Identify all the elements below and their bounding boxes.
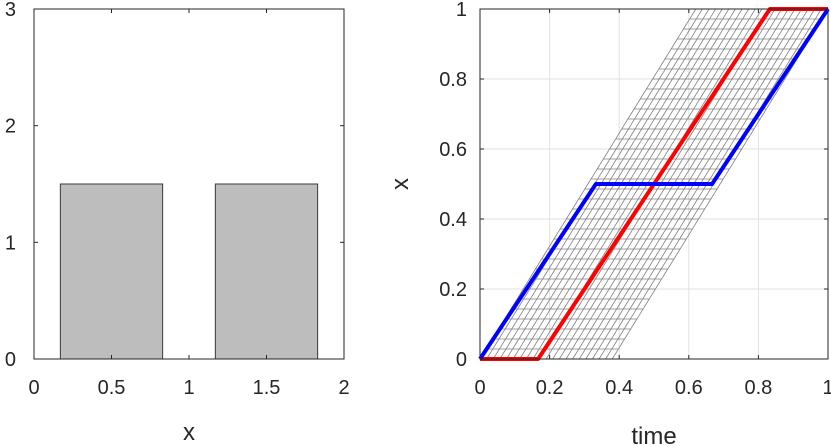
right-xtick-label: 0 bbox=[474, 377, 485, 399]
right-ytick-label: 1 bbox=[456, 0, 467, 21]
right-tick-labels: 0 0.2 0.4 0.6 0.8 1 0 0.2 0.4 0.6 0.8 1 bbox=[439, 0, 831, 399]
bar-0 bbox=[59, 183, 164, 360]
left-xtick-label: 1.5 bbox=[253, 377, 281, 399]
left-bars bbox=[59, 183, 319, 360]
left-ytick-label: 0 bbox=[5, 349, 16, 371]
right-ytick-label: 0.2 bbox=[439, 279, 467, 301]
right-ytick-label: 0.8 bbox=[439, 69, 467, 91]
bar-1 bbox=[214, 183, 319, 360]
left-plot-frame bbox=[33, 8, 345, 360]
left-xlabel: x bbox=[183, 419, 195, 446]
mesh-line-column bbox=[611, 8, 829, 360]
left-xtick-label: 1 bbox=[183, 377, 194, 399]
left-panel: 0 0.5 1 1.5 2 0 1 2 3 x bbox=[5, 0, 350, 446]
series-line-1 bbox=[478, 7, 830, 361]
mesh-line-column bbox=[479, 8, 697, 360]
left-tick-labels: 0 0.5 1 1.5 2 0 1 2 3 bbox=[5, 0, 350, 399]
right-xtick-label: 0.4 bbox=[605, 377, 633, 399]
right-ylabel: x bbox=[387, 178, 414, 190]
right-ytick-label: 0 bbox=[456, 349, 467, 371]
left-xtick-label: 0 bbox=[28, 377, 39, 399]
right-plot-frame bbox=[479, 8, 829, 360]
left-xtick-label: 0.5 bbox=[98, 377, 126, 399]
left-ytick-label: 3 bbox=[5, 0, 16, 21]
right-panel: 0 0.2 0.4 0.6 0.8 1 0 0.2 0.4 0.6 0.8 1 time x bbox=[387, 0, 831, 447]
right-ytick-label: 0.6 bbox=[439, 139, 467, 161]
right-xlabel: time bbox=[631, 423, 676, 447]
right-xtick-label: 0.2 bbox=[536, 377, 564, 399]
left-ytick-label: 2 bbox=[5, 116, 16, 138]
right-ytick-label: 0.4 bbox=[439, 209, 467, 231]
right-xtick-label: 0.8 bbox=[744, 377, 772, 399]
right-xtick-label: 0.6 bbox=[675, 377, 703, 399]
left-xtick-label: 2 bbox=[338, 377, 349, 399]
left-ytick-label: 1 bbox=[5, 232, 16, 254]
right-xtick-label: 1 bbox=[822, 377, 831, 399]
